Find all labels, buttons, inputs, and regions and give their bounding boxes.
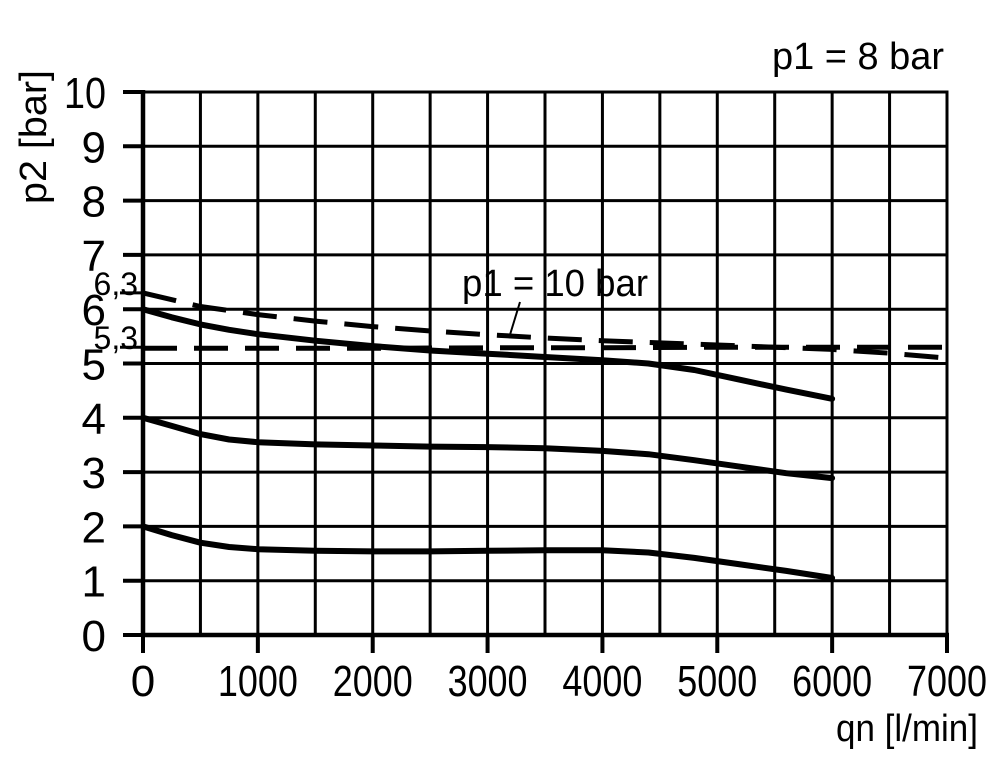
x-tick-label: 4000 [562, 657, 642, 706]
curve-solid [140, 523, 836, 581]
x-tick-label: 6000 [792, 657, 872, 706]
x-tick-label: 7000 [907, 657, 987, 706]
y-tick-label: 4 [82, 395, 106, 444]
y-tick-label: 0 [82, 612, 106, 661]
x-tick-label: 2000 [333, 657, 413, 706]
p1-10bar-annotation: p1 = 10 bar [462, 263, 648, 305]
y-special-tick-label: 6,3 [94, 266, 138, 302]
curves [140, 290, 948, 581]
y-tick-label: 3 [82, 449, 106, 498]
y-tick-label: 2 [82, 503, 106, 552]
curve-solid [140, 414, 836, 482]
y-tick-label: 1 [82, 558, 106, 607]
x-tick-label: 3000 [448, 657, 528, 706]
y-tick-label: 5 [82, 341, 106, 390]
x-tick-label: 5000 [677, 657, 757, 706]
x-tick-label: 0 [131, 657, 155, 706]
x-axis-title: qn [l/min] [836, 708, 978, 750]
y-tick-label: 9 [82, 123, 106, 172]
y-tick-label: 6 [82, 286, 106, 335]
curve-solid [140, 306, 836, 402]
y-axis-title: p2 [bar] [13, 70, 55, 204]
tick-labels: 0 1000 2000 3000 4000 5000 6000 7000 0 1 2 3 4 5 6 7 8 9 1… [64, 69, 987, 706]
curve-dashed [143, 344, 947, 351]
gridlines [140, 90, 949, 638]
annotation-leader-line [508, 301, 521, 339]
y-tick-label: 8 [82, 178, 106, 227]
y-tick-label: 10 [64, 69, 106, 118]
y-tick-label: 7 [82, 232, 106, 281]
axis-ticks [120, 90, 949, 653]
p1-8bar-annotation: p1 = 8 bar [772, 36, 944, 78]
y-special-tick-label: 5,3 [94, 320, 138, 356]
x-tick-label: 1000 [218, 657, 298, 706]
